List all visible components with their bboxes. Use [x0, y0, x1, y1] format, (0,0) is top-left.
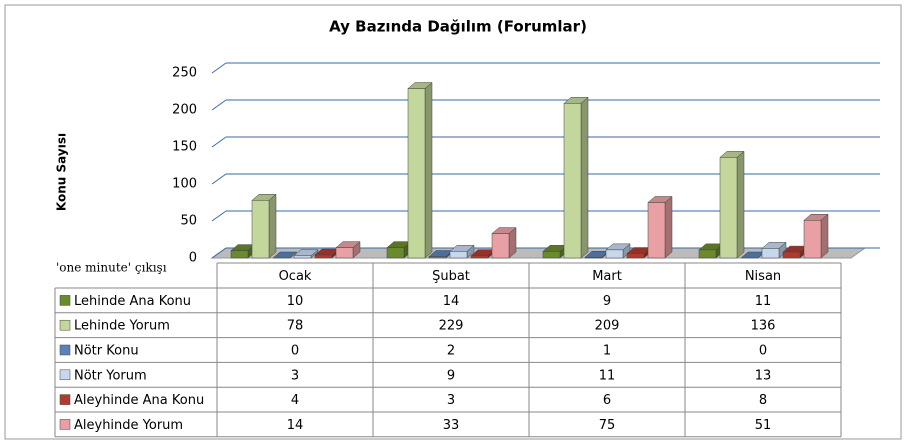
- bar: [626, 253, 645, 259]
- bar: [563, 103, 582, 259]
- table-value: 33: [443, 418, 460, 433]
- table-value: 13: [755, 368, 772, 383]
- y-tick-label: 50: [180, 214, 197, 229]
- legend-swatch: [59, 344, 71, 356]
- legend-swatch: [59, 319, 71, 331]
- table-value: 10: [287, 294, 304, 309]
- x-tick-label: Şubat: [432, 269, 470, 284]
- table-value: 229: [439, 319, 464, 334]
- table-value: 51: [755, 418, 772, 433]
- chart-title: Ay Bazında Dağılım (Forumlar): [329, 18, 587, 36]
- bar: [335, 247, 354, 259]
- bar-side: [268, 193, 277, 259]
- x-tick-label: Ocak: [279, 269, 312, 284]
- x-tick-label: Nisan: [745, 269, 781, 284]
- table-value: 209: [595, 319, 620, 334]
- bar: [293, 255, 312, 259]
- y-axis-label: Konu Sayısı: [55, 133, 69, 211]
- bar-side: [424, 81, 433, 259]
- legend-label: Aleyhinde Yorum: [74, 418, 183, 433]
- table-value: 1: [603, 344, 611, 359]
- table-value: 9: [603, 294, 611, 309]
- legend-label: Nötr Yorum: [74, 368, 147, 383]
- legend-swatch: [59, 394, 71, 405]
- table-value: 3: [447, 393, 455, 408]
- table-value: 2: [447, 344, 455, 359]
- legend-label: Lehinde Ana Konu: [74, 294, 191, 309]
- table-value: 14: [443, 294, 460, 309]
- y-tick-label: 0: [189, 251, 197, 266]
- grid-line-side: [211, 210, 227, 222]
- table-value: 0: [759, 344, 767, 359]
- legend-label: Nötr Konu: [74, 344, 139, 359]
- bar: [470, 255, 489, 259]
- legend-swatch: [59, 369, 71, 381]
- legend-swatch: [59, 419, 71, 430]
- bar: [428, 256, 447, 259]
- bar: [251, 200, 270, 259]
- table-value: 9: [447, 368, 455, 383]
- grid-line-side: [211, 173, 227, 185]
- y-tick-label: 100: [172, 177, 197, 192]
- table-value: 4: [291, 393, 299, 408]
- bar: [314, 254, 333, 259]
- bar: [605, 249, 624, 259]
- grid-line-side: [211, 99, 227, 111]
- table-value: 136: [751, 319, 776, 334]
- bar: [407, 88, 426, 259]
- table-caption: 'one minute' çıkışı: [56, 261, 167, 275]
- y-tick-label: 200: [172, 103, 197, 118]
- bar: [230, 250, 249, 259]
- frame: [4, 4, 902, 440]
- bar-side: [580, 96, 589, 259]
- bar: [542, 251, 561, 259]
- bar: [698, 249, 717, 259]
- table-value: 75: [599, 418, 616, 433]
- bar: [782, 251, 801, 259]
- bar-side: [664, 195, 673, 259]
- table-value: 14: [287, 418, 304, 433]
- bar: [584, 257, 603, 259]
- bar-side: [736, 150, 745, 259]
- x-tick-label: Mart: [592, 269, 622, 284]
- grid-line-side: [211, 62, 227, 74]
- table-value: 11: [599, 368, 616, 383]
- bar: [803, 220, 822, 259]
- bar: [647, 202, 666, 259]
- bar: [491, 233, 510, 259]
- legend-swatch: [59, 295, 71, 306]
- y-tick-label: 150: [172, 140, 197, 155]
- grid-line-side: [211, 247, 227, 259]
- bar: [449, 251, 468, 259]
- y-tick-label: 250: [172, 66, 197, 81]
- bar-side: [820, 213, 829, 259]
- bar-top: [272, 251, 298, 259]
- table-value: 11: [755, 294, 772, 309]
- table-value: 6: [603, 393, 611, 408]
- table-value: 78: [287, 319, 304, 334]
- grid-line-side: [211, 136, 227, 148]
- bar: [386, 247, 405, 259]
- legend-label: Aleyhinde Ana Konu: [74, 393, 204, 408]
- table-value: 0: [291, 344, 299, 359]
- bar: [719, 157, 738, 259]
- legend-label: Lehinde Yorum: [74, 319, 170, 334]
- table-value: 3: [291, 368, 299, 383]
- table-value: 8: [759, 393, 767, 408]
- bar: [761, 248, 780, 259]
